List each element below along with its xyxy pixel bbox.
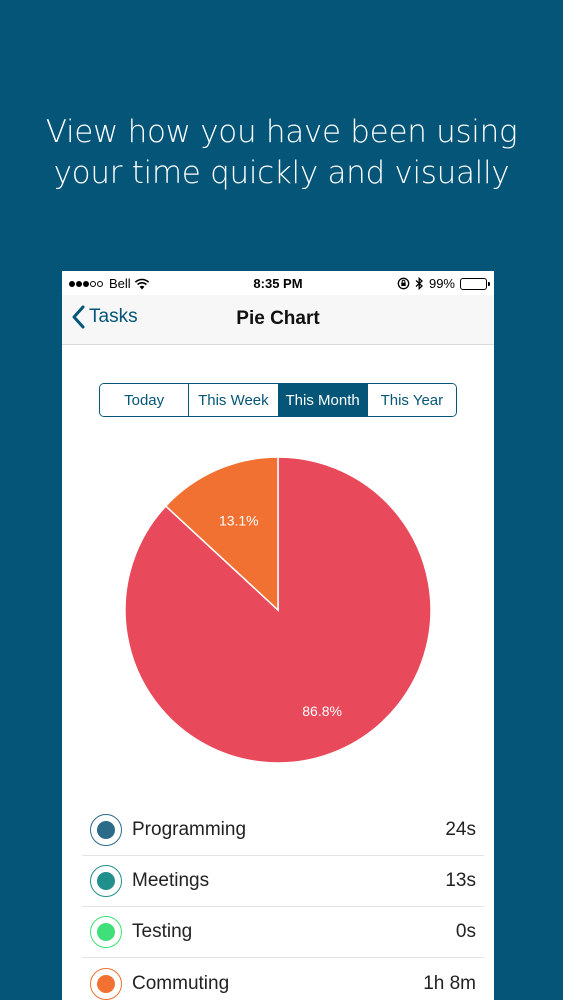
testing-color-dot-icon <box>90 916 122 948</box>
list-item-programming[interactable]: Programming 24s <box>82 805 484 856</box>
list-item-value: 0s <box>455 921 476 942</box>
list-item-value: 13s <box>445 870 476 891</box>
segment-today[interactable]: Today <box>100 384 190 416</box>
battery-icon <box>460 277 490 290</box>
segment-this-year[interactable]: This Year <box>367 384 456 416</box>
programming-color-dot-icon <box>90 814 122 846</box>
list-item-label: Commuting <box>132 972 230 994</box>
bluetooth-icon <box>415 277 423 290</box>
list-item-label: Meetings <box>132 870 210 891</box>
list-item-label: Programming <box>132 819 247 840</box>
list-item-value: 24s <box>445 819 476 840</box>
meetings-color-dot-icon <box>90 865 122 897</box>
promo-headline: View how you have been using your time q… <box>0 112 563 194</box>
page-title: Pie Chart <box>236 308 320 329</box>
battery-percent: 99% <box>428 276 455 291</box>
wifi-icon <box>134 278 149 289</box>
segment-today-label: Today <box>124 391 165 409</box>
list-item-label: Testing <box>132 921 193 942</box>
chevron-left-icon <box>72 305 85 329</box>
status-bar: Bell 8:35 PM 99% <box>62 271 494 295</box>
status-left: Bell <box>69 276 150 291</box>
list-item-commuting[interactable]: Commuting 1h 8m <box>82 958 484 1000</box>
segment-this-week[interactable]: This Week <box>189 384 279 416</box>
phone-screen: Bell 8:35 PM 99% Tasks <box>62 271 494 1000</box>
segment-this-year-label: This Year <box>380 391 444 409</box>
list-item-meetings[interactable]: Meetings 13s <box>82 856 484 907</box>
pie-slice-label-0: 86.8% <box>302 703 342 719</box>
pie-slice-label-1: 13.1% <box>219 512 259 528</box>
back-button[interactable]: Tasks <box>71 305 138 329</box>
promo-headline-line-2: your time quickly and visually <box>53 155 510 191</box>
segment-this-month-label: This Month <box>285 391 360 409</box>
pie-chart: 86.8% 13.1% <box>124 456 432 764</box>
period-selector: Today This Week This Month This Year <box>99 383 457 417</box>
signal-strength-icon <box>69 280 103 287</box>
back-button-label: Tasks <box>89 306 138 327</box>
status-right: 99% <box>397 276 490 291</box>
segment-this-week-label: This Week <box>198 391 269 409</box>
list-item-testing[interactable]: Testing 0s <box>82 907 484 958</box>
promo-headline-line-1: View how you have been using <box>45 114 518 150</box>
status-time: 8:35 PM <box>253 276 303 291</box>
list-item-value: 1h 8m <box>423 972 476 994</box>
navigation-bar: Tasks Pie Chart <box>62 295 494 345</box>
rotation-lock-icon <box>397 277 410 290</box>
task-legend-list: Programming 24s Meetings 13s Testing 0s … <box>82 805 484 1000</box>
pie-slice-1[interactable] <box>164 456 279 612</box>
segment-this-month[interactable]: This Month <box>278 384 368 416</box>
carrier-name: Bell <box>109 276 131 291</box>
commuting-color-dot-icon <box>90 967 122 1000</box>
